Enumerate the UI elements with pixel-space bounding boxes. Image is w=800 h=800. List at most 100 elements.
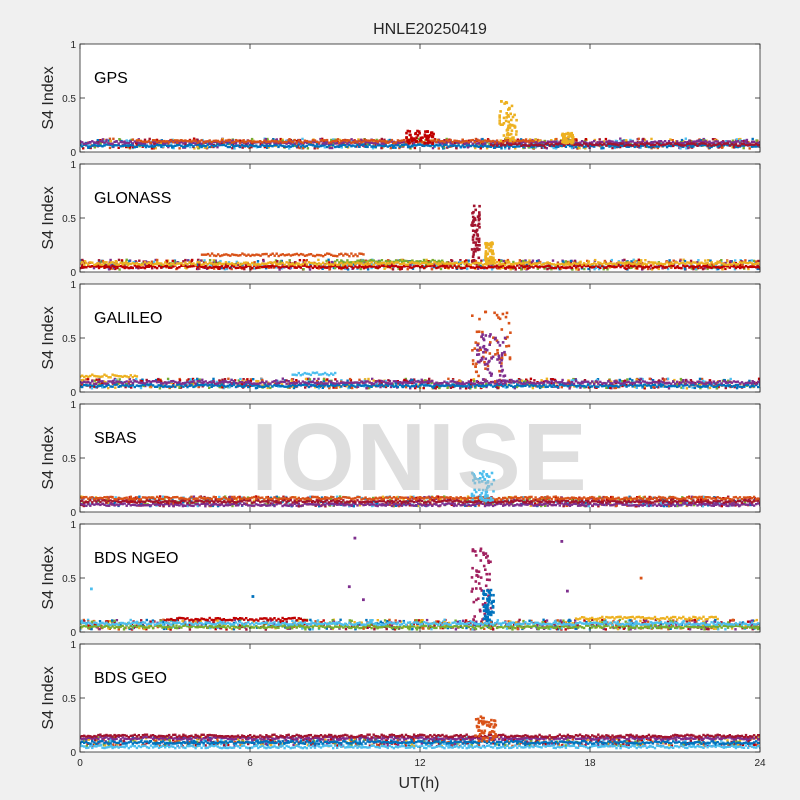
trace-point xyxy=(759,144,760,147)
data-point xyxy=(274,259,278,262)
trace-point xyxy=(85,261,88,265)
data-point xyxy=(326,378,329,381)
data-point xyxy=(334,138,337,141)
trace-point xyxy=(570,145,574,148)
data-point xyxy=(371,147,375,150)
data-point xyxy=(405,379,408,383)
burst-point xyxy=(569,140,573,144)
data-point xyxy=(598,138,601,141)
trace-point xyxy=(368,139,371,142)
trace-point xyxy=(182,385,185,388)
trace-point xyxy=(390,138,394,142)
data-point xyxy=(361,144,365,147)
trace-point xyxy=(419,260,422,263)
trace-point xyxy=(103,266,106,269)
burst-point xyxy=(424,135,427,138)
trace-point xyxy=(748,142,752,145)
data-point xyxy=(606,268,609,271)
burst-point xyxy=(506,136,509,139)
trace-point xyxy=(362,259,365,262)
data-point xyxy=(497,258,501,262)
trace-point xyxy=(605,266,608,269)
trace-point xyxy=(574,266,578,269)
trace-point xyxy=(635,266,638,270)
data-point xyxy=(621,380,624,383)
data-point xyxy=(459,265,462,268)
trace-point xyxy=(443,143,446,146)
trace-point xyxy=(605,262,608,266)
trace-point xyxy=(744,140,748,143)
trace-point xyxy=(502,264,505,267)
trace-point xyxy=(297,143,300,146)
data-point xyxy=(328,386,331,390)
data-point xyxy=(751,264,754,267)
trace-point xyxy=(702,143,705,147)
trace-point xyxy=(627,141,630,144)
burst-point xyxy=(498,116,501,119)
trace-point xyxy=(617,145,620,148)
data-point xyxy=(98,378,101,381)
trace-point xyxy=(451,262,454,265)
trace-point xyxy=(230,264,234,267)
trace-point xyxy=(682,261,685,264)
data-point xyxy=(325,142,328,145)
trace-point xyxy=(267,255,270,258)
trace-point xyxy=(708,140,711,143)
data-point xyxy=(362,261,365,264)
trace-point xyxy=(372,145,375,148)
trace-point xyxy=(370,145,373,148)
trace-point xyxy=(362,263,365,266)
trace-point xyxy=(487,145,491,148)
trace-point xyxy=(522,140,525,144)
data-point xyxy=(213,267,216,270)
trace-point xyxy=(437,141,440,144)
trace-point xyxy=(402,264,406,268)
trace-point xyxy=(431,139,434,143)
data-points xyxy=(80,204,760,271)
trace-point xyxy=(342,263,345,266)
data-point xyxy=(266,386,269,390)
trace-point xyxy=(190,265,193,268)
trace-point xyxy=(174,141,177,144)
trace-point xyxy=(481,263,485,267)
data-point xyxy=(115,260,118,264)
trace-point xyxy=(593,139,596,143)
data-point xyxy=(479,264,482,268)
data-point xyxy=(346,379,349,382)
burst-point xyxy=(473,224,476,227)
trace-point xyxy=(544,143,547,146)
trace-point xyxy=(228,383,232,386)
trace-point xyxy=(449,144,452,147)
trace-point xyxy=(585,264,588,268)
data-point xyxy=(604,137,608,141)
data-point xyxy=(198,262,201,266)
trace-point xyxy=(342,260,345,264)
trace-point xyxy=(627,266,630,269)
data-point xyxy=(165,260,168,264)
trace-point xyxy=(206,140,209,143)
trace-point xyxy=(483,139,487,142)
trace-point xyxy=(597,261,600,264)
trace-point xyxy=(595,263,598,266)
data-point xyxy=(317,377,320,381)
trace-point xyxy=(133,385,136,389)
trace-point xyxy=(410,144,414,148)
trace-point xyxy=(249,140,252,143)
data-point xyxy=(107,139,111,142)
trace-point xyxy=(293,263,296,266)
trace-point xyxy=(402,143,406,146)
trace-point xyxy=(180,139,183,142)
trace-point xyxy=(162,385,165,388)
trace-point xyxy=(497,266,501,269)
data-point xyxy=(275,138,278,142)
trace-point xyxy=(342,140,345,144)
data-point xyxy=(545,147,548,150)
data-point xyxy=(317,387,321,390)
trace-point xyxy=(728,266,731,269)
trace-point xyxy=(263,252,266,256)
trace-point xyxy=(174,263,177,266)
trace-point xyxy=(742,144,746,147)
data-point xyxy=(156,258,159,262)
data-point xyxy=(446,386,449,389)
data-point xyxy=(445,266,449,269)
